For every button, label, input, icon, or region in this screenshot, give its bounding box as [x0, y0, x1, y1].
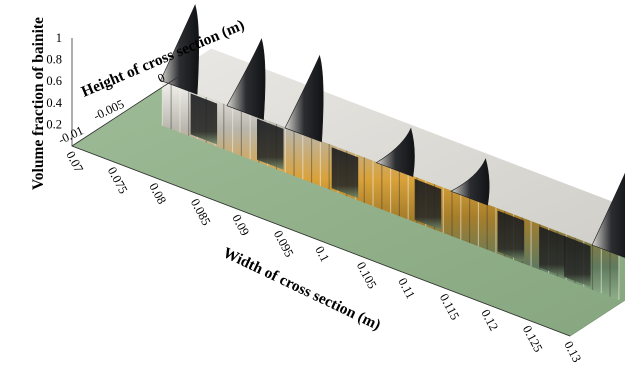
z-tick-label: 0.8: [46, 53, 62, 67]
x-axis-title: Width of cross section (m): [220, 244, 383, 334]
x-tick-label: 0.13: [561, 339, 584, 365]
z-axis-title: Volume fraction of bainite: [30, 17, 47, 190]
z-tick-label: 1: [56, 31, 62, 45]
x-tick-label: 0.085: [188, 196, 214, 227]
x-tick-label: 0.125: [520, 323, 546, 354]
x-tick-label: 0.095: [271, 228, 297, 259]
z-tick-label: 0.4: [46, 96, 62, 110]
x-tick-label: 0.075: [105, 165, 131, 196]
x-tick-label: 0.1: [312, 244, 332, 264]
x-tick-label: 0.11: [395, 276, 417, 301]
z-tick-label: 0.2: [46, 117, 62, 131]
x-tick-label: 0.12: [478, 307, 501, 333]
x-tick-label: 0.07: [63, 149, 86, 175]
x-tick-label: 0.115: [437, 291, 462, 322]
z-tick-label: 0.6: [46, 74, 62, 88]
x-tick-label: 0.105: [354, 260, 380, 291]
x-tick-label: 0.08: [146, 181, 169, 207]
x-tick-label: 0.09: [229, 212, 252, 238]
